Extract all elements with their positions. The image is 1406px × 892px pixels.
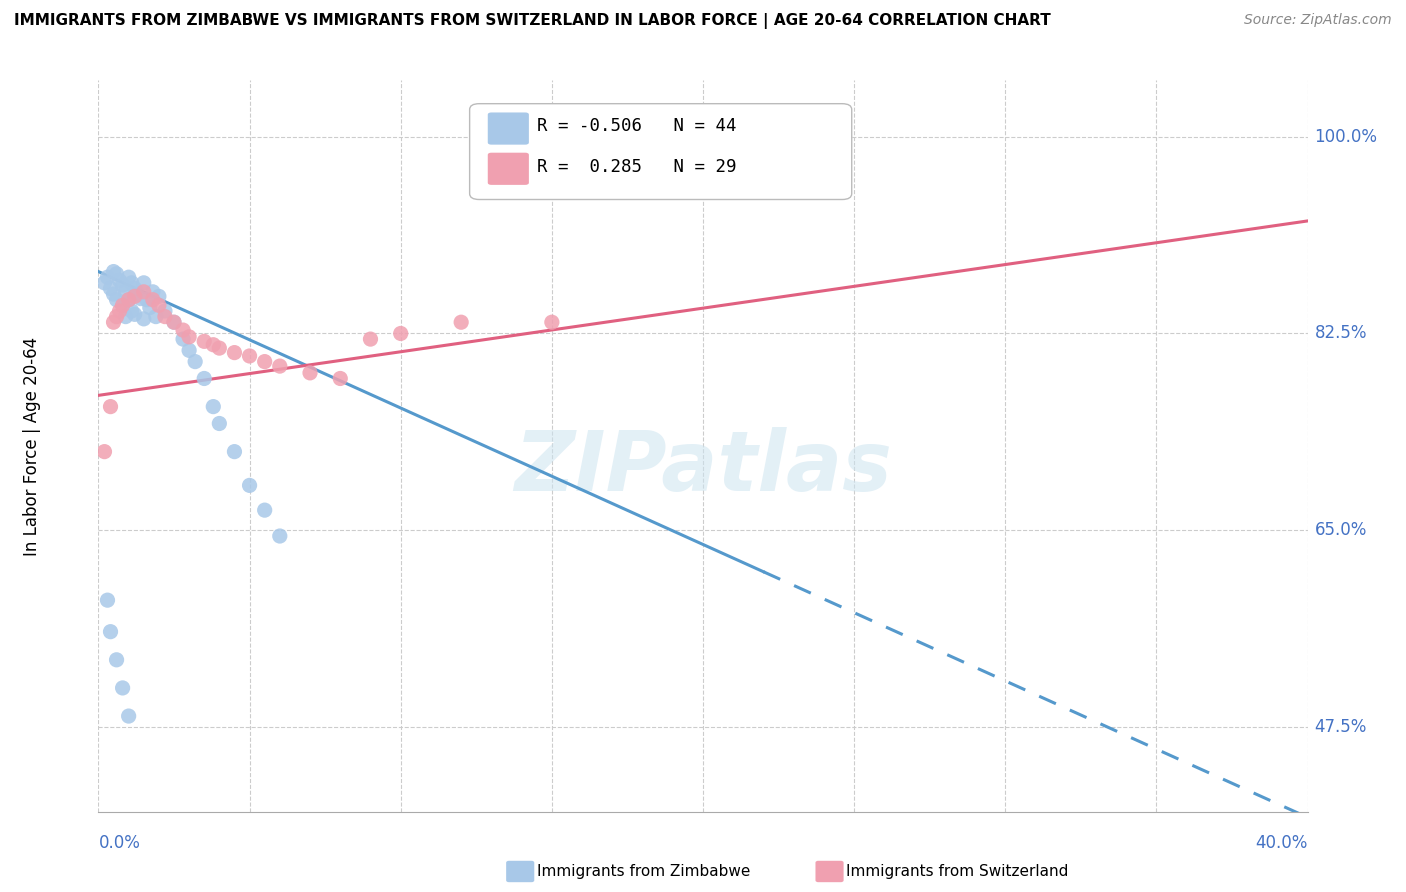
Point <box>360 332 382 346</box>
Point <box>163 315 186 329</box>
Text: R = -0.506   N = 44: R = -0.506 N = 44 <box>537 117 737 135</box>
Text: Immigrants from Switzerland: Immigrants from Switzerland <box>846 864 1069 879</box>
Point <box>389 326 412 341</box>
Point <box>142 285 165 299</box>
Point <box>177 330 201 344</box>
Point <box>172 332 194 346</box>
Text: IMMIGRANTS FROM ZIMBABWE VS IMMIGRANTS FROM SWITZERLAND IN LABOR FORCE | AGE 20-: IMMIGRANTS FROM ZIMBABWE VS IMMIGRANTS F… <box>14 13 1050 29</box>
Point <box>202 337 225 351</box>
Point <box>184 354 207 368</box>
FancyBboxPatch shape <box>488 112 529 145</box>
Point <box>103 264 125 278</box>
Text: Immigrants from Zimbabwe: Immigrants from Zimbabwe <box>537 864 751 879</box>
Point <box>172 323 194 337</box>
Point <box>208 341 231 355</box>
Point <box>132 311 155 326</box>
Point <box>124 281 146 295</box>
Point <box>253 354 276 368</box>
Point <box>111 298 134 312</box>
Point <box>253 503 276 517</box>
Point <box>100 624 122 639</box>
Point <box>108 304 131 318</box>
Point <box>93 276 115 290</box>
Point <box>177 343 201 358</box>
Point <box>135 293 157 307</box>
Point <box>111 298 134 312</box>
Point <box>93 444 115 458</box>
Point <box>105 310 128 324</box>
Text: 65.0%: 65.0% <box>1315 522 1367 540</box>
Point <box>100 400 122 414</box>
Point <box>114 310 136 324</box>
Point <box>132 285 155 299</box>
Point <box>450 315 472 329</box>
Point <box>118 709 141 723</box>
Point <box>105 653 128 667</box>
Text: 100.0%: 100.0% <box>1315 128 1378 145</box>
Point <box>163 315 186 329</box>
Point <box>193 371 215 385</box>
Point <box>224 444 246 458</box>
Point <box>329 371 352 385</box>
Point <box>103 315 125 329</box>
Point <box>127 287 149 301</box>
Text: In Labor Force | Age 20-64: In Labor Force | Age 20-64 <box>22 336 41 556</box>
Point <box>103 287 125 301</box>
FancyBboxPatch shape <box>470 103 852 200</box>
Point <box>121 276 143 290</box>
Point <box>108 274 131 288</box>
Point <box>239 478 262 492</box>
Text: 82.5%: 82.5% <box>1315 325 1367 343</box>
Text: Source: ZipAtlas.com: Source: ZipAtlas.com <box>1244 13 1392 28</box>
Point <box>118 270 141 285</box>
Point <box>299 366 322 380</box>
Point <box>153 310 176 324</box>
Point <box>132 276 155 290</box>
Point <box>96 270 118 285</box>
Point <box>96 593 118 607</box>
Point <box>105 293 128 307</box>
Point <box>100 281 122 295</box>
Point <box>118 293 141 307</box>
Point <box>139 301 162 315</box>
Point <box>269 529 291 543</box>
Text: 47.5%: 47.5% <box>1315 718 1367 736</box>
Point <box>111 681 134 695</box>
Point <box>105 267 128 281</box>
Point <box>111 278 134 293</box>
Point <box>124 289 146 303</box>
Point <box>142 293 165 307</box>
Point <box>153 304 176 318</box>
Point <box>269 359 291 373</box>
Text: R =  0.285   N = 29: R = 0.285 N = 29 <box>537 158 737 176</box>
Text: ZIPatlas: ZIPatlas <box>515 427 891 508</box>
Point <box>202 400 225 414</box>
Point <box>148 298 170 312</box>
Point <box>129 292 152 306</box>
Point <box>224 345 246 359</box>
Point <box>193 334 215 349</box>
Point <box>239 349 262 363</box>
Point <box>208 417 231 431</box>
Point <box>118 293 141 307</box>
Point <box>692 152 714 166</box>
Text: 40.0%: 40.0% <box>1256 834 1308 852</box>
Point <box>145 310 167 324</box>
FancyBboxPatch shape <box>488 153 529 185</box>
Point <box>124 307 146 321</box>
Text: 0.0%: 0.0% <box>98 834 141 852</box>
Point <box>121 304 143 318</box>
Point <box>148 289 170 303</box>
Point <box>114 285 136 299</box>
Point <box>540 315 562 329</box>
